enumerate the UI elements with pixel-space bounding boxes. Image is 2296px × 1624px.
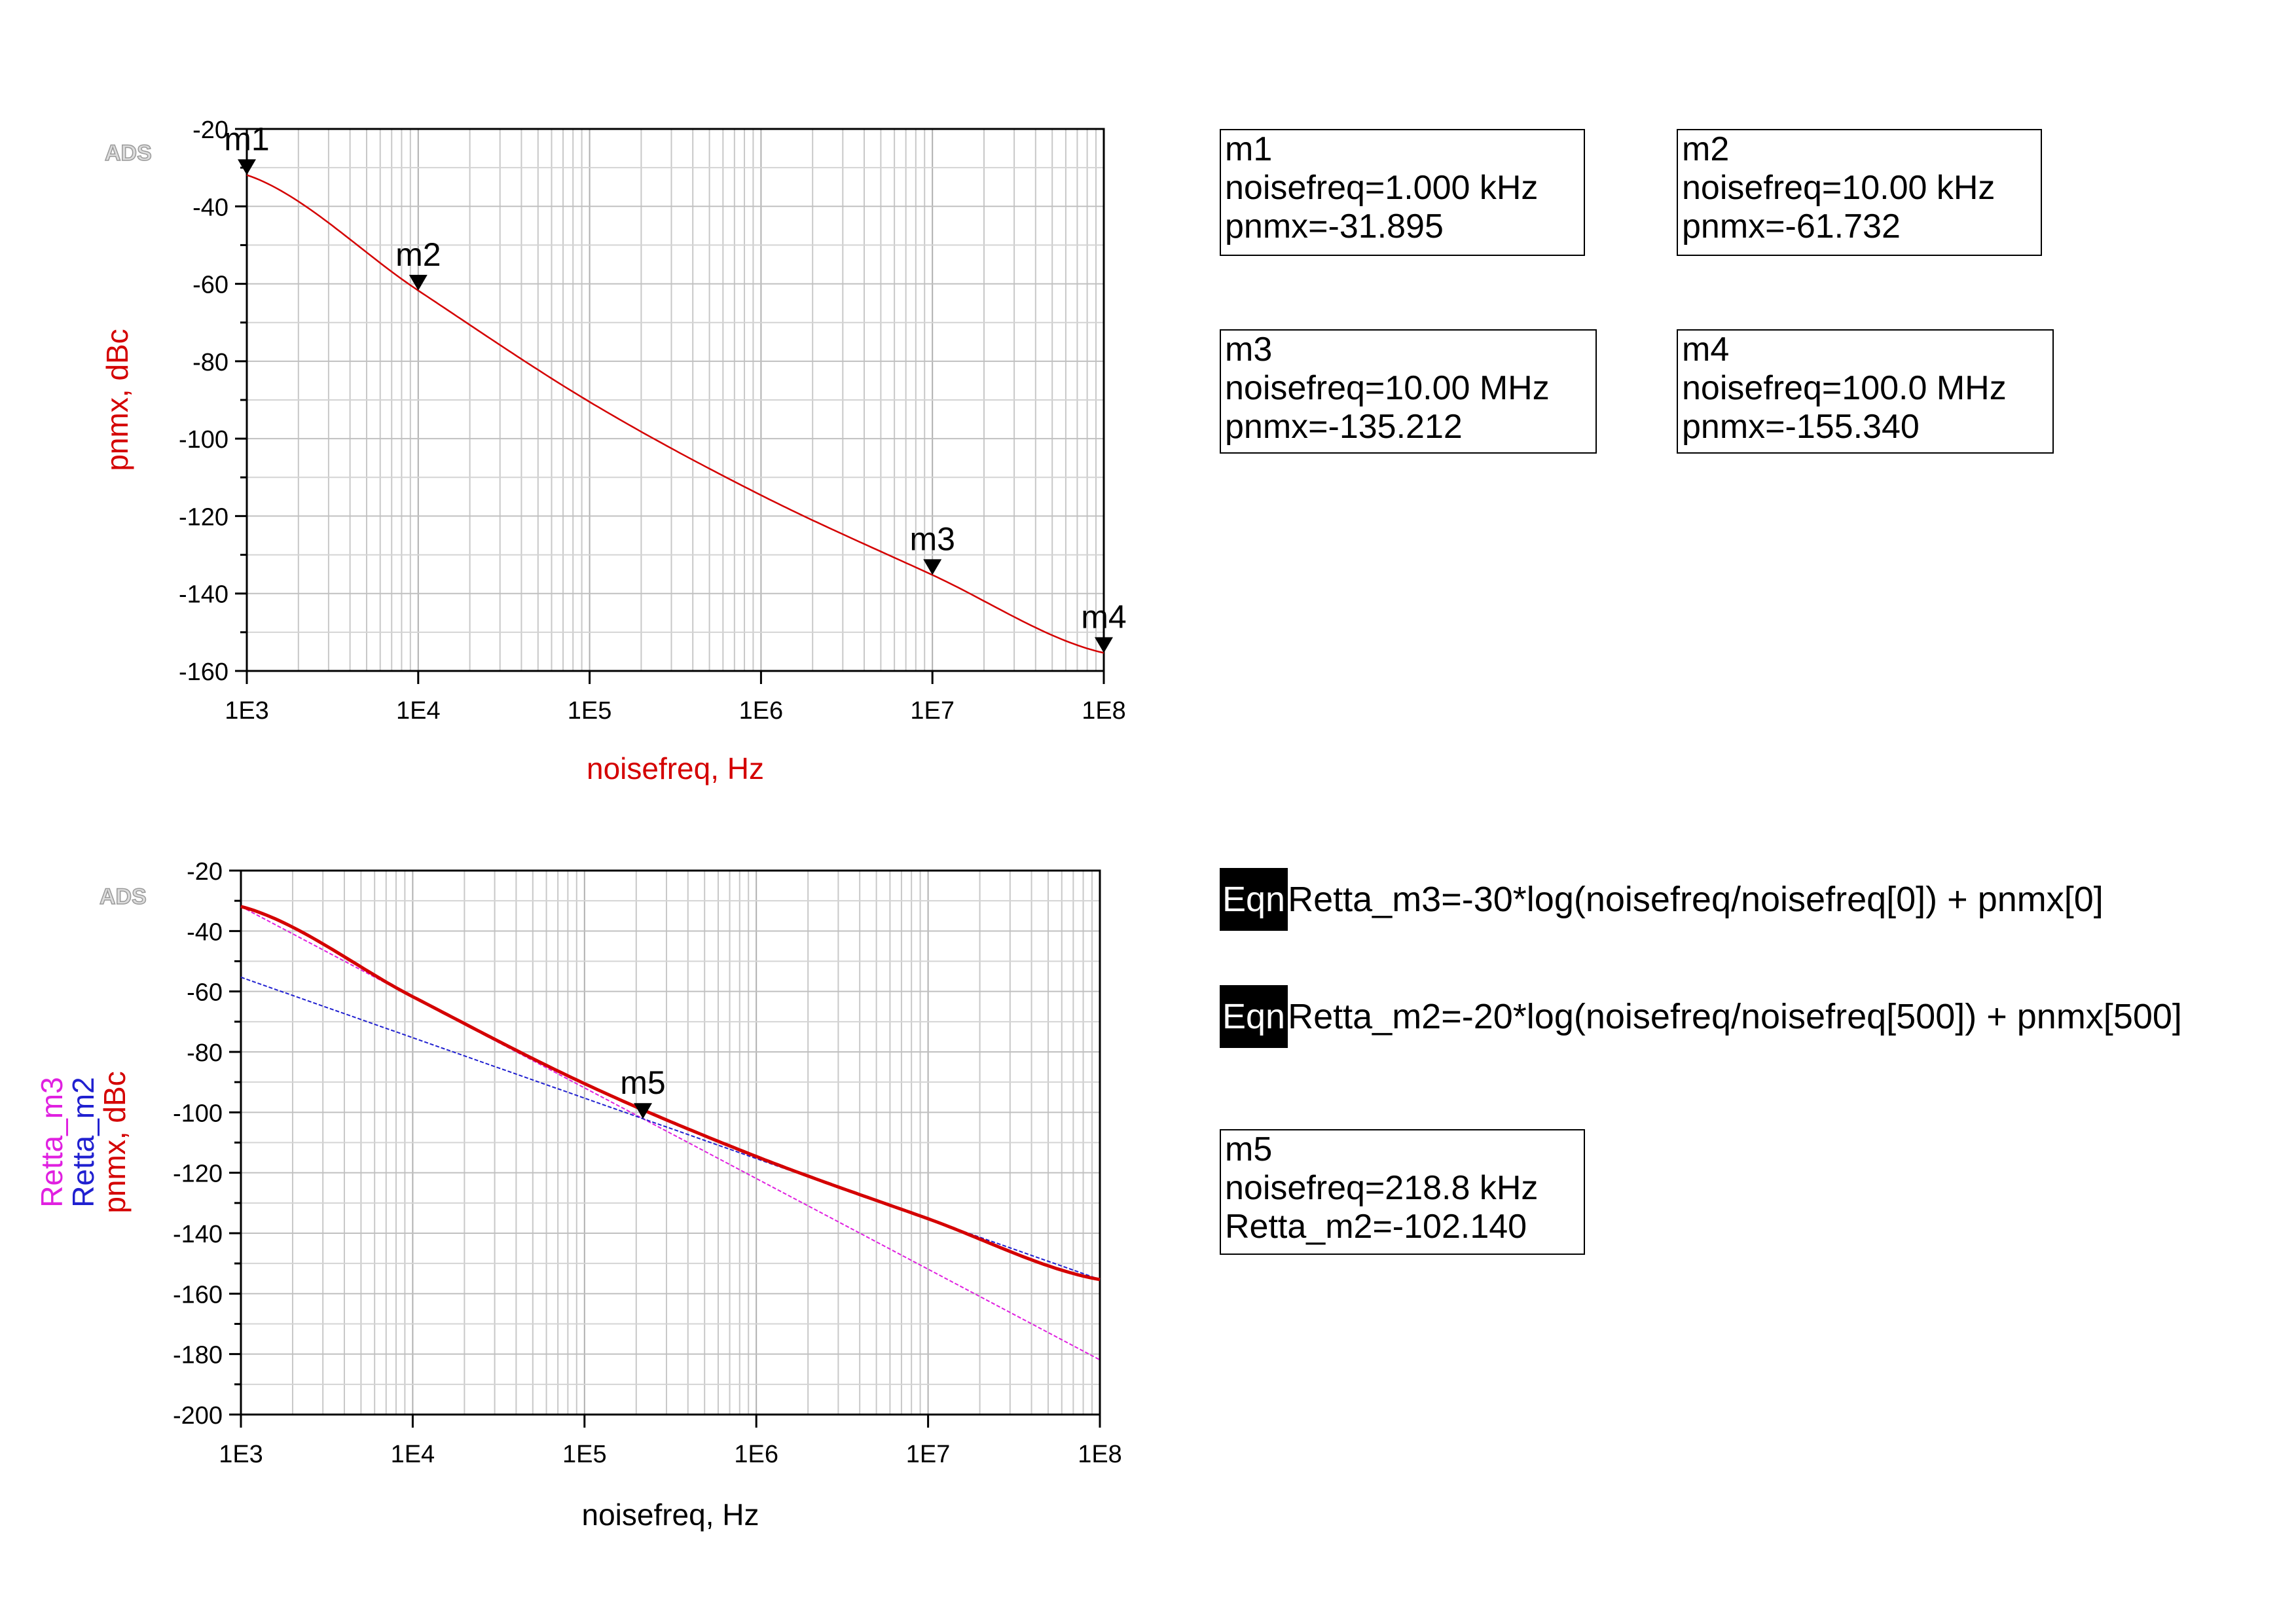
equation-retta-m2[interactable]: EqnRetta_m2=-20*log(noisefreq/noisefreq[… [1220,985,2182,1048]
y-tick-label: -140 [173,1221,223,1248]
y-tick-label: -80 [187,1039,223,1067]
y-tick-label: -160 [173,1281,223,1308]
x-tick-label: 1E6 [734,1441,778,1468]
y-tick-label: -160 [179,659,228,686]
marker-value: pnmx=-31.895 [1225,208,1444,245]
x-tick-label: 1E6 [739,697,784,725]
marker-value: Retta_m2=-102.140 [1225,1208,1527,1246]
marker-name: m5 [1225,1130,1273,1168]
series-retta_m3 [240,906,1101,1361]
series-pnmx [240,905,1101,1282]
equation-retta-m3[interactable]: EqnRetta_m3=-30*log(noisefreq/noisefreq[… [1220,868,2104,931]
y-axis-label-retta_m3: Retta_m3 [35,1077,69,1207]
marker-name: m1 [1225,130,1273,168]
y-axis-label: pnmx, dBc [100,329,134,471]
marker-value: pnmx=-135.212 [1225,408,1463,446]
eqn-badge: Eqn [1220,985,1288,1048]
marker-freq: noisefreq=10.00 MHz [1225,369,1550,407]
equation-text: Retta_m2=-20*log(noisefreq/noisefreq[500… [1288,997,2182,1036]
marker-m4-label: m4 [1081,598,1126,635]
x-tick-label: 1E3 [225,697,269,725]
marker-m5-label: m5 [620,1064,665,1101]
ads-watermark: ADS [100,884,147,909]
x-tick-label: 1E5 [562,1441,607,1468]
marker-value: pnmx=-155.340 [1682,408,1920,446]
marker-m4-triangle [1095,637,1113,653]
y-tick-label: -120 [173,1161,223,1188]
y-tick-label: -100 [173,1100,223,1127]
y-tick-label: -80 [192,349,228,376]
marker-m1-triangle [238,159,256,175]
chart-phase-noise: -20 -40 -60 -80 -100 -120 -140 -160 1E3 1E4 1E5 1E6… [100,117,1127,785]
marker-m3-triangle [923,559,942,575]
y-tick-label: -120 [179,503,228,531]
y-tick-label: -180 [173,1342,223,1369]
y-tick-label: -20 [192,117,228,144]
y-axis-label-pnmx: pnmx, dBc [98,1071,132,1213]
y-tick-label: -40 [187,918,223,946]
eqn-badge: Eqn [1220,868,1288,931]
y-tick-label: -140 [179,581,228,609]
y-tick-label: -20 [187,858,223,886]
ads-watermark: ADS [105,141,152,166]
marker-freq: noisefreq=1.000 kHz [1225,169,1539,207]
x-tick-label: 1E4 [391,1441,435,1468]
x-tick-label: 1E7 [906,1441,951,1468]
series-pnmx [246,174,1104,654]
x-tick-label: 1E8 [1082,697,1126,725]
marker-freq: noisefreq=10.00 kHz [1682,169,1995,207]
y-tick-label: -60 [192,272,228,299]
x-tick-label: 1E5 [568,697,612,725]
marker-readout-m1: m1 noisefreq=1.000 kHz pnmx=-31.895 [1220,129,1585,256]
marker-freq: noisefreq=100.0 MHz [1682,369,2007,407]
y-tick-label: -200 [173,1402,223,1430]
y-tick-label: -40 [192,194,228,221]
x-tick-label: 1E4 [396,697,441,725]
y-tick-label: -60 [187,979,223,1007]
equation-text: Retta_m3=-30*log(noisefreq/noisefreq[0])… [1288,880,2104,919]
marker-m5-triangle [634,1103,653,1119]
marker-readout-m4: m4 noisefreq=100.0 MHz pnmx=-155.340 [1677,329,2054,454]
x-tick-label: 1E8 [1078,1441,1122,1468]
marker-m3-label: m3 [909,520,955,557]
marker-m2-triangle [409,274,428,291]
marker-m1-label: m1 [224,120,269,157]
series-retta_m2 [240,977,1101,1280]
marker-freq: noisefreq=218.8 kHz [1225,1169,1539,1207]
y-tick-label: -100 [179,426,228,454]
x-tick-label: 1E7 [910,697,955,725]
marker-m2-label: m2 [395,236,441,273]
marker-name: m2 [1682,130,1730,168]
marker-name: m4 [1682,331,1730,369]
x-tick-label: 1E3 [219,1441,263,1468]
marker-readout-m3: m3 noisefreq=10.00 MHz pnmx=-135.212 [1220,329,1597,454]
y-axis-label-retta_m2: Retta_m2 [66,1077,100,1207]
marker-readout-m5: m5 noisefreq=218.8 kHz Retta_m2=-102.140 [1220,1129,1585,1255]
marker-readout-m2: m2 noisefreq=10.00 kHz pnmx=-61.732 [1677,129,2042,256]
x-axis-label: noisefreq, Hz [581,1498,759,1532]
marker-name: m3 [1225,331,1273,369]
chart-phase-noise-asymptotes: -20 -40 -60 -80 -100 -120 -140 -160 -180 -200 1E3 1… [35,858,1122,1532]
x-axis-label: noisefreq, Hz [587,751,764,785]
marker-value: pnmx=-61.732 [1682,208,1901,245]
